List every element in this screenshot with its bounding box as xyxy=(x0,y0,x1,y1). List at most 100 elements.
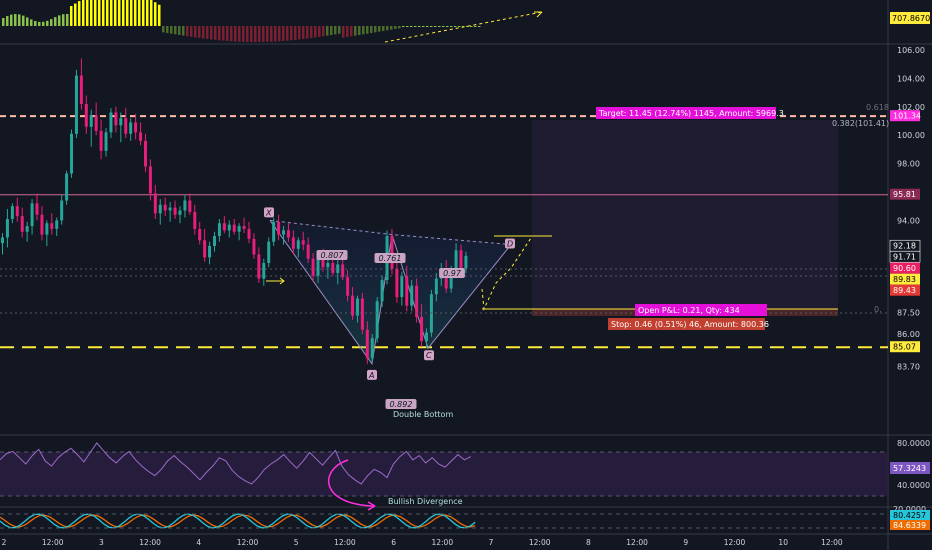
candle-body[interactable] xyxy=(193,211,197,229)
candle-body[interactable] xyxy=(163,204,167,211)
candle-body[interactable] xyxy=(395,268,399,298)
candle-body[interactable] xyxy=(291,237,295,249)
candle-body[interactable] xyxy=(306,244,310,259)
candle-body[interactable] xyxy=(99,130,103,151)
candle-body[interactable] xyxy=(143,140,147,167)
candle-body[interactable] xyxy=(158,204,162,214)
candle-body[interactable] xyxy=(15,206,19,217)
candle-body[interactable] xyxy=(114,112,118,126)
candle-body[interactable] xyxy=(380,280,384,302)
candle-body[interactable] xyxy=(222,223,226,231)
candle-body[interactable] xyxy=(50,223,54,229)
candle-body[interactable] xyxy=(173,207,177,215)
pattern-point-a[interactable]: A xyxy=(367,369,377,380)
pattern-point-c[interactable]: C xyxy=(424,350,434,361)
candle-body[interactable] xyxy=(247,228,251,239)
candle-body[interactable] xyxy=(104,132,108,151)
candle-body[interactable] xyxy=(365,329,369,359)
candle-body[interactable] xyxy=(198,228,202,241)
candle-body[interactable] xyxy=(267,241,271,263)
candle-body[interactable] xyxy=(178,210,182,215)
candle-body[interactable] xyxy=(74,75,78,134)
candle-body[interactable] xyxy=(227,224,231,231)
candle-body[interactable] xyxy=(410,285,414,306)
candle-body[interactable] xyxy=(257,254,261,279)
candle-body[interactable] xyxy=(242,226,246,229)
divergence-arrow[interactable] xyxy=(327,459,376,507)
stoch-fast-line[interactable] xyxy=(0,513,476,529)
candle-body[interactable] xyxy=(286,230,290,238)
candle-body[interactable] xyxy=(30,203,34,227)
candle-body[interactable] xyxy=(390,236,394,269)
pattern-point-d[interactable]: D xyxy=(505,238,515,249)
candle-body[interactable] xyxy=(459,250,463,269)
candle-body[interactable] xyxy=(311,258,315,276)
stop-label-box[interactable] xyxy=(608,318,765,330)
candle-body[interactable] xyxy=(45,223,49,235)
candle-body[interactable] xyxy=(129,122,133,134)
candle-body[interactable] xyxy=(341,264,345,278)
candle-body[interactable] xyxy=(444,268,448,289)
candle-body[interactable] xyxy=(415,285,419,317)
candle-body[interactable] xyxy=(420,316,424,342)
candle-body[interactable] xyxy=(301,240,305,245)
candle-body[interactable] xyxy=(1,237,4,244)
candle-body[interactable] xyxy=(70,133,74,174)
candle-body[interactable] xyxy=(331,263,335,273)
candle-body[interactable] xyxy=(10,206,14,219)
candle-body[interactable] xyxy=(464,255,468,269)
candle-body[interactable] xyxy=(252,238,256,255)
candle-body[interactable] xyxy=(434,278,438,295)
candle-body[interactable] xyxy=(326,263,330,268)
stoch-slow-line[interactable] xyxy=(0,514,476,528)
open-pl-box[interactable] xyxy=(635,304,767,316)
candle-body[interactable] xyxy=(84,103,88,127)
candle-body[interactable] xyxy=(370,338,374,359)
candle-body[interactable] xyxy=(212,236,216,246)
candle-body[interactable] xyxy=(55,220,59,229)
candle-body[interactable] xyxy=(316,254,320,276)
candle-body[interactable] xyxy=(360,298,364,330)
candle-body[interactable] xyxy=(60,200,64,221)
candle-body[interactable] xyxy=(35,203,39,215)
candle-body[interactable] xyxy=(351,295,355,316)
candle-body[interactable] xyxy=(454,250,458,271)
candle-body[interactable] xyxy=(203,240,207,258)
candle-body[interactable] xyxy=(282,230,286,235)
candle-body[interactable] xyxy=(272,221,276,242)
candle-body[interactable] xyxy=(109,112,113,133)
stochastic-lines[interactable] xyxy=(0,513,476,529)
candle-body[interactable] xyxy=(237,226,241,232)
candle-body[interactable] xyxy=(375,301,379,339)
candle-body[interactable] xyxy=(89,115,93,127)
candle-body[interactable] xyxy=(5,218,9,238)
candle-body[interactable] xyxy=(217,223,221,237)
candle-body[interactable] xyxy=(188,200,192,212)
candle-body[interactable] xyxy=(153,193,157,214)
candle-body[interactable] xyxy=(139,132,143,141)
candle-body[interactable] xyxy=(336,264,340,273)
candle-body[interactable] xyxy=(424,332,428,342)
candle-body[interactable] xyxy=(79,75,83,104)
candle-body[interactable] xyxy=(346,277,350,296)
candle-body[interactable] xyxy=(25,226,29,232)
candle-body[interactable] xyxy=(400,275,404,298)
candle-body[interactable] xyxy=(355,298,359,316)
candle-body[interactable] xyxy=(262,263,266,279)
candle-body[interactable] xyxy=(208,245,212,258)
candle-body[interactable] xyxy=(119,118,123,126)
target-label-box[interactable] xyxy=(596,107,776,119)
candle-body[interactable] xyxy=(148,166,152,194)
candle-body[interactable] xyxy=(296,240,300,249)
target-zone[interactable] xyxy=(532,120,838,310)
candle-body[interactable] xyxy=(232,224,236,232)
candle-body[interactable] xyxy=(124,118,128,134)
candle-body[interactable] xyxy=(183,200,187,211)
rsi-line[interactable] xyxy=(0,442,472,485)
candle-body[interactable] xyxy=(94,115,98,131)
candle-body[interactable] xyxy=(40,214,44,235)
candle-body[interactable] xyxy=(449,270,453,289)
candle-body[interactable] xyxy=(134,122,138,133)
candle-body[interactable] xyxy=(321,254,325,268)
